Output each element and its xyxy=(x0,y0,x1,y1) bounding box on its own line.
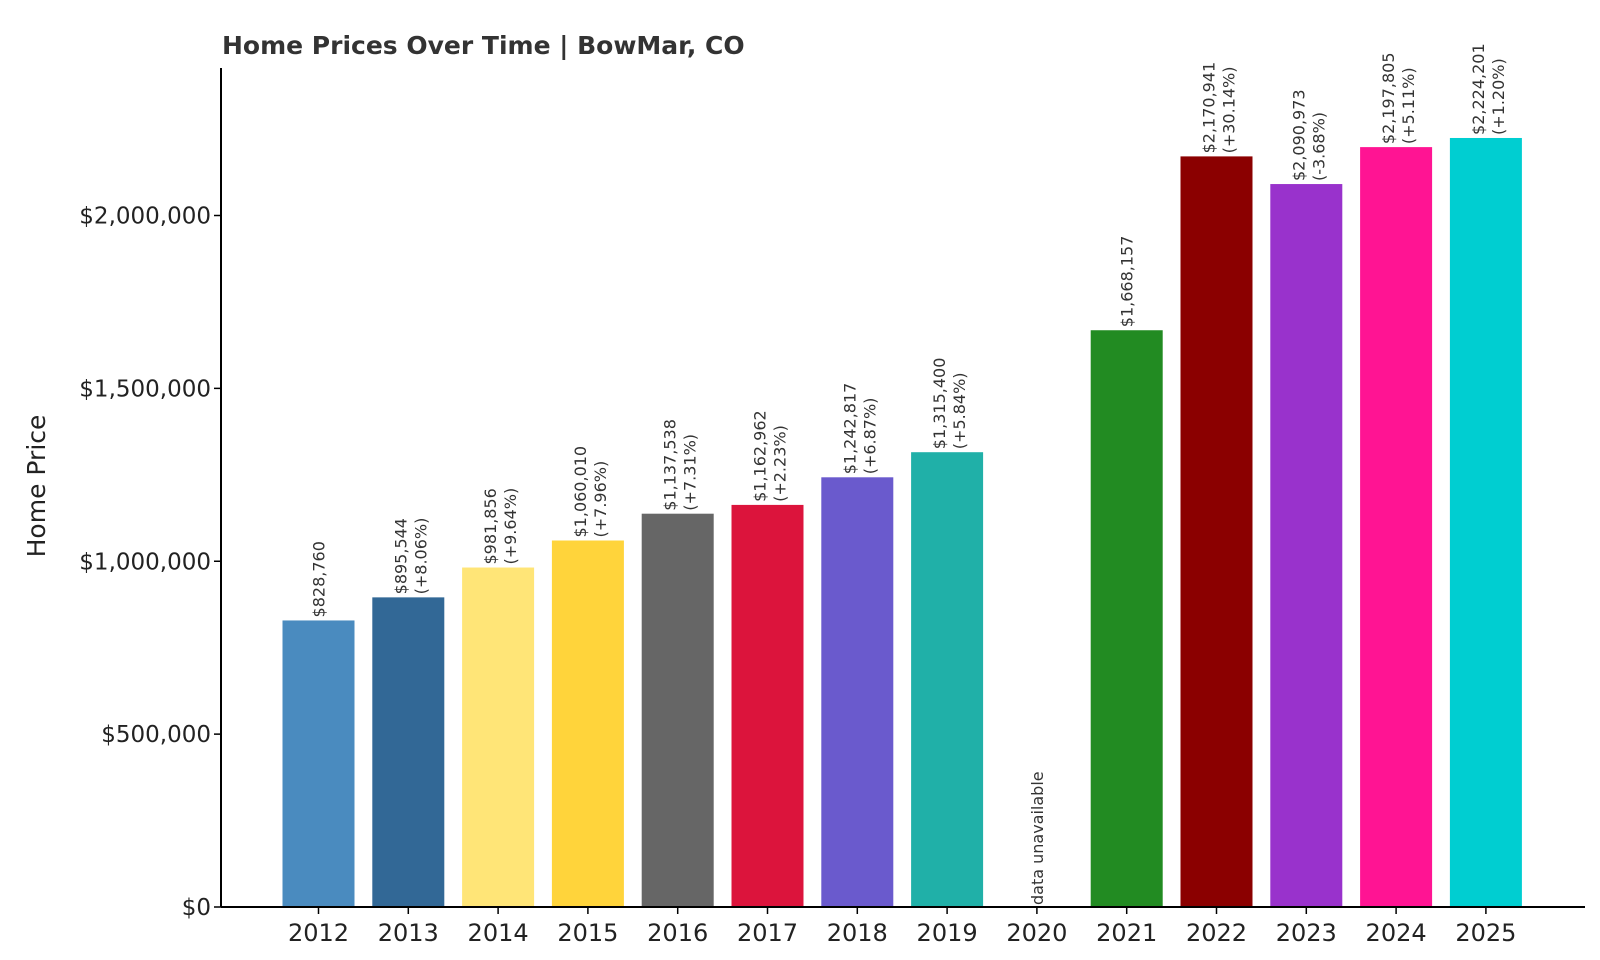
x-tick-label: 2013 xyxy=(378,919,439,947)
x-tick-label: 2021 xyxy=(1096,919,1157,947)
chart-title: Home Prices Over Time | BowMar, CO xyxy=(222,31,745,60)
y-tick-label: $0 xyxy=(182,895,211,921)
x-tick-label: 2017 xyxy=(737,919,798,947)
bar-change-label: (+7.96%) xyxy=(591,461,610,538)
bar-value-label: $2,224,201 xyxy=(1469,43,1488,135)
x-tick-label: 2020 xyxy=(1006,919,1067,947)
bar-change-label: (+8.06%) xyxy=(411,518,430,595)
bar xyxy=(1180,156,1253,907)
x-tick-label: 2019 xyxy=(917,919,978,947)
bar-value-label: $2,170,941 xyxy=(1200,62,1219,154)
x-tick-label: 2014 xyxy=(468,919,529,947)
y-axis-ticks: $0 $500,000 $1,000,000 $1,500,000 $2,000,000 xyxy=(79,204,221,921)
bar-value-label: $828,760 xyxy=(310,541,329,617)
bar-value-label: $1,242,817 xyxy=(840,383,859,475)
bar xyxy=(641,513,714,907)
y-tick-label: $1,500,000 xyxy=(79,376,211,402)
data-unavailable-label: data unavailable xyxy=(1028,771,1047,905)
y-tick-label: $1,000,000 xyxy=(79,549,211,575)
bar-change-label: (+7.31%) xyxy=(681,434,700,511)
bar-change-label: (+9.64%) xyxy=(501,488,520,565)
x-tick-label: 2022 xyxy=(1186,919,1247,947)
x-tick-label: 2016 xyxy=(647,919,708,947)
bars-group xyxy=(282,137,1522,908)
bar xyxy=(1090,330,1163,907)
bar-change-label: (+30.14%) xyxy=(1220,66,1239,153)
x-tick-label: 2015 xyxy=(557,919,618,947)
bar-value-label: $2,090,973 xyxy=(1289,89,1308,181)
bar-change-label: (+2.23%) xyxy=(771,425,790,502)
x-tick-label: 2012 xyxy=(288,919,349,947)
y-tick-label: $2,000,000 xyxy=(79,204,211,230)
y-tick-label: $500,000 xyxy=(101,722,211,748)
bar-change-label: (+5.11%) xyxy=(1399,67,1418,144)
data-labels-group: $828,760 $895,544 (+8.06%) $981,856 (+9.64%)… xyxy=(310,43,1508,905)
bar-change-label: (-3.68%) xyxy=(1309,112,1328,181)
bar xyxy=(821,477,894,907)
x-tick-label: 2025 xyxy=(1455,919,1516,947)
bar-change-label: (+5.84%) xyxy=(950,372,969,449)
x-tick-label: 2023 xyxy=(1276,919,1337,947)
bar xyxy=(282,620,355,907)
bar xyxy=(462,567,535,907)
bar xyxy=(1360,147,1433,908)
x-axis-ticks: 2012 2013 2014 2015 2016 2017 2018 2019 2020 2021… xyxy=(288,907,1516,947)
y-axis-label: Home Price xyxy=(22,415,51,558)
x-tick-label: 2024 xyxy=(1366,919,1427,947)
bar xyxy=(551,540,624,907)
bar-value-label: $2,197,805 xyxy=(1379,52,1398,144)
bar xyxy=(372,597,445,907)
bar xyxy=(1449,137,1522,908)
bar-change-label: (+1.20%) xyxy=(1489,58,1508,135)
bar xyxy=(911,452,984,907)
bar-value-label: $1,668,157 xyxy=(1118,236,1137,328)
bar-value-label: $981,856 xyxy=(481,488,500,564)
bar-value-label: $895,544 xyxy=(391,518,410,594)
bar-change-label: (+6.87%) xyxy=(860,398,879,475)
bar-value-label: $1,060,010 xyxy=(571,446,590,538)
bar xyxy=(731,504,804,907)
x-tick-label: 2018 xyxy=(827,919,888,947)
bar-value-label: $1,162,962 xyxy=(751,410,770,502)
bar-value-label: $1,137,538 xyxy=(661,419,680,511)
bar xyxy=(1270,184,1343,907)
bar-value-label: $1,315,400 xyxy=(930,358,949,450)
